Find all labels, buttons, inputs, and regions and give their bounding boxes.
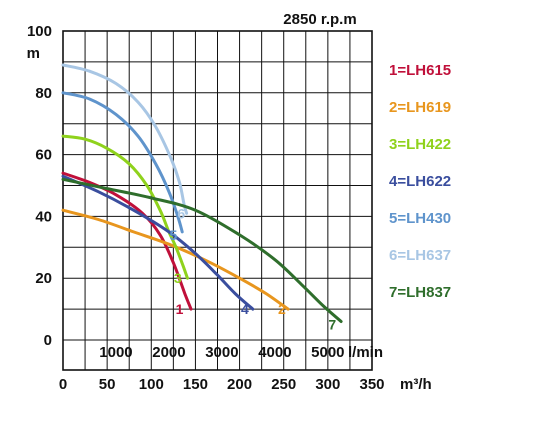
x-axis-unit-m3h: m³/h [400, 376, 432, 393]
curve-labels: 1 2 3 4 56 7 [169, 205, 336, 332]
series-line-6 [61, 63, 189, 215]
x-tick-label: 100 [139, 376, 164, 393]
series-line-2 [61, 208, 290, 311]
legend-entry-2: 2=LH619 [389, 99, 451, 116]
y-axis-unit: m [27, 45, 40, 62]
y-tick-label: 60 [35, 147, 52, 164]
legend-entry-3: 3=LH422 [389, 136, 451, 153]
plot-frame [62, 30, 373, 371]
x-secondary-tick-label: 3000 [205, 344, 238, 361]
curve-label-5: 5 [169, 227, 177, 243]
series-line-1 [61, 171, 193, 311]
curve-label-2: 2 [278, 301, 286, 317]
x-secondary-tick-label: 1000 [99, 344, 132, 361]
x-secondary-tick-label: 2000 [152, 344, 185, 361]
chart-title: 2850 r.p.m [283, 11, 356, 28]
y-tick-label: 80 [35, 85, 52, 102]
y-tick-label: 100 [27, 23, 52, 40]
curve-label-6: 6 [177, 205, 185, 221]
x-secondary-tick-label: 4000 [258, 344, 291, 361]
legend-entry-5: 5=LH430 [389, 210, 451, 227]
legend-entry-6: 6=LH637 [389, 247, 451, 264]
legend-entry-4: 4=LH622 [389, 173, 451, 190]
curve-label-4: 4 [241, 301, 249, 317]
legend: 1=LH615 2=LH619 3=LH422 4=LH622 5=LH430 6=LH6… [389, 62, 451, 301]
curve-label-7: 7 [328, 317, 336, 333]
grid [62, 30, 373, 371]
series-line-5 [61, 91, 184, 234]
series-group [61, 63, 343, 323]
y-tick-label: 40 [35, 208, 52, 225]
x-tick-label: 200 [227, 376, 252, 393]
legend-entry-7: 7=LH837 [389, 284, 451, 301]
x-tick-label: 350 [359, 376, 384, 393]
x-tick-label: 150 [183, 376, 208, 393]
y-tick-label: 20 [35, 270, 52, 287]
series-line-7 [61, 177, 343, 323]
x-axis-unit-lmin: l/min [348, 344, 383, 361]
y-tick-label: 0 [44, 332, 52, 349]
legend-entry-1: 1=LH615 [389, 62, 451, 79]
x-tick-label: 0 [59, 376, 67, 393]
x-secondary-tick-label: 5000 [311, 344, 344, 361]
curve-label-3: 3 [174, 270, 182, 286]
x-tick-label: 250 [271, 376, 296, 393]
x-tick-label: 300 [315, 376, 340, 393]
series-line-4 [61, 174, 255, 311]
curve-label-1: 1 [176, 301, 184, 317]
x-tick-label: 50 [99, 376, 116, 393]
